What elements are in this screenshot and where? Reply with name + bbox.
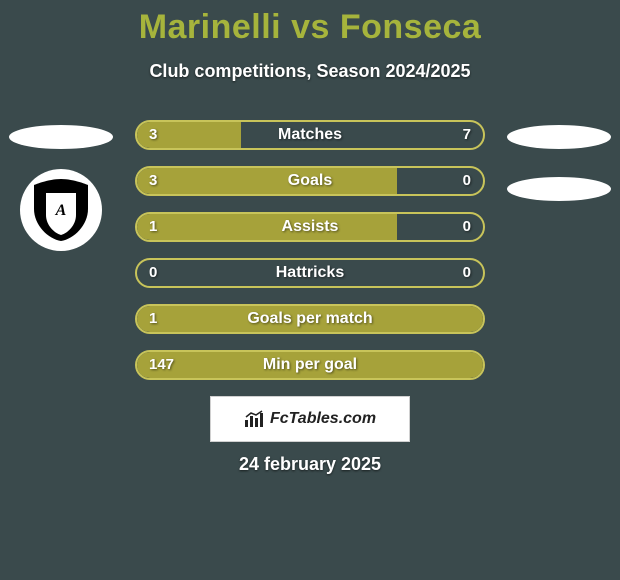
page-title: Marinelli vs Fonseca xyxy=(0,0,620,47)
left-ellipse-1 xyxy=(9,125,113,149)
stat-row: 3Goals0 xyxy=(135,166,485,196)
stat-row: 1Goals per match xyxy=(135,304,485,334)
stat-label: Min per goal xyxy=(137,352,483,378)
shield-icon: A xyxy=(26,175,96,245)
subtitle: Club competitions, Season 2024/2025 xyxy=(0,61,620,82)
club-logo-left: A xyxy=(20,169,102,251)
stat-label: Goals per match xyxy=(137,306,483,332)
vs-separator: vs xyxy=(291,8,330,46)
attribution-text: FcTables.com xyxy=(270,410,376,428)
right-side-column xyxy=(504,125,614,201)
player-a-name: Marinelli xyxy=(139,8,281,46)
comparison-infographic: Marinelli vs Fonseca Club competitions, … xyxy=(0,0,620,580)
stat-row: 147Min per goal xyxy=(135,350,485,380)
chart-icon xyxy=(244,410,266,428)
stat-value-b: 0 xyxy=(451,260,483,286)
attribution-badge: FcTables.com xyxy=(210,396,410,442)
stat-value-b: 0 xyxy=(451,168,483,194)
stat-value-b: 0 xyxy=(451,214,483,240)
stat-row: 0Hattricks0 xyxy=(135,258,485,288)
right-ellipse-1 xyxy=(507,125,611,149)
stat-row: 3Matches7 xyxy=(135,120,485,150)
stat-label: Goals xyxy=(137,168,483,194)
stat-value-b: 7 xyxy=(451,122,483,148)
player-b-name: Fonseca xyxy=(340,8,481,46)
svg-text:A: A xyxy=(55,202,67,219)
right-ellipse-2 xyxy=(507,177,611,201)
stat-row: 1Assists0 xyxy=(135,212,485,242)
stat-label: Assists xyxy=(137,214,483,240)
stat-bars: 3Matches73Goals01Assists00Hattricks01Goa… xyxy=(135,120,485,380)
stat-label: Hattricks xyxy=(137,260,483,286)
stat-label: Matches xyxy=(137,122,483,148)
left-side-column: A xyxy=(6,125,116,251)
date-stamp: 24 february 2025 xyxy=(0,454,620,475)
